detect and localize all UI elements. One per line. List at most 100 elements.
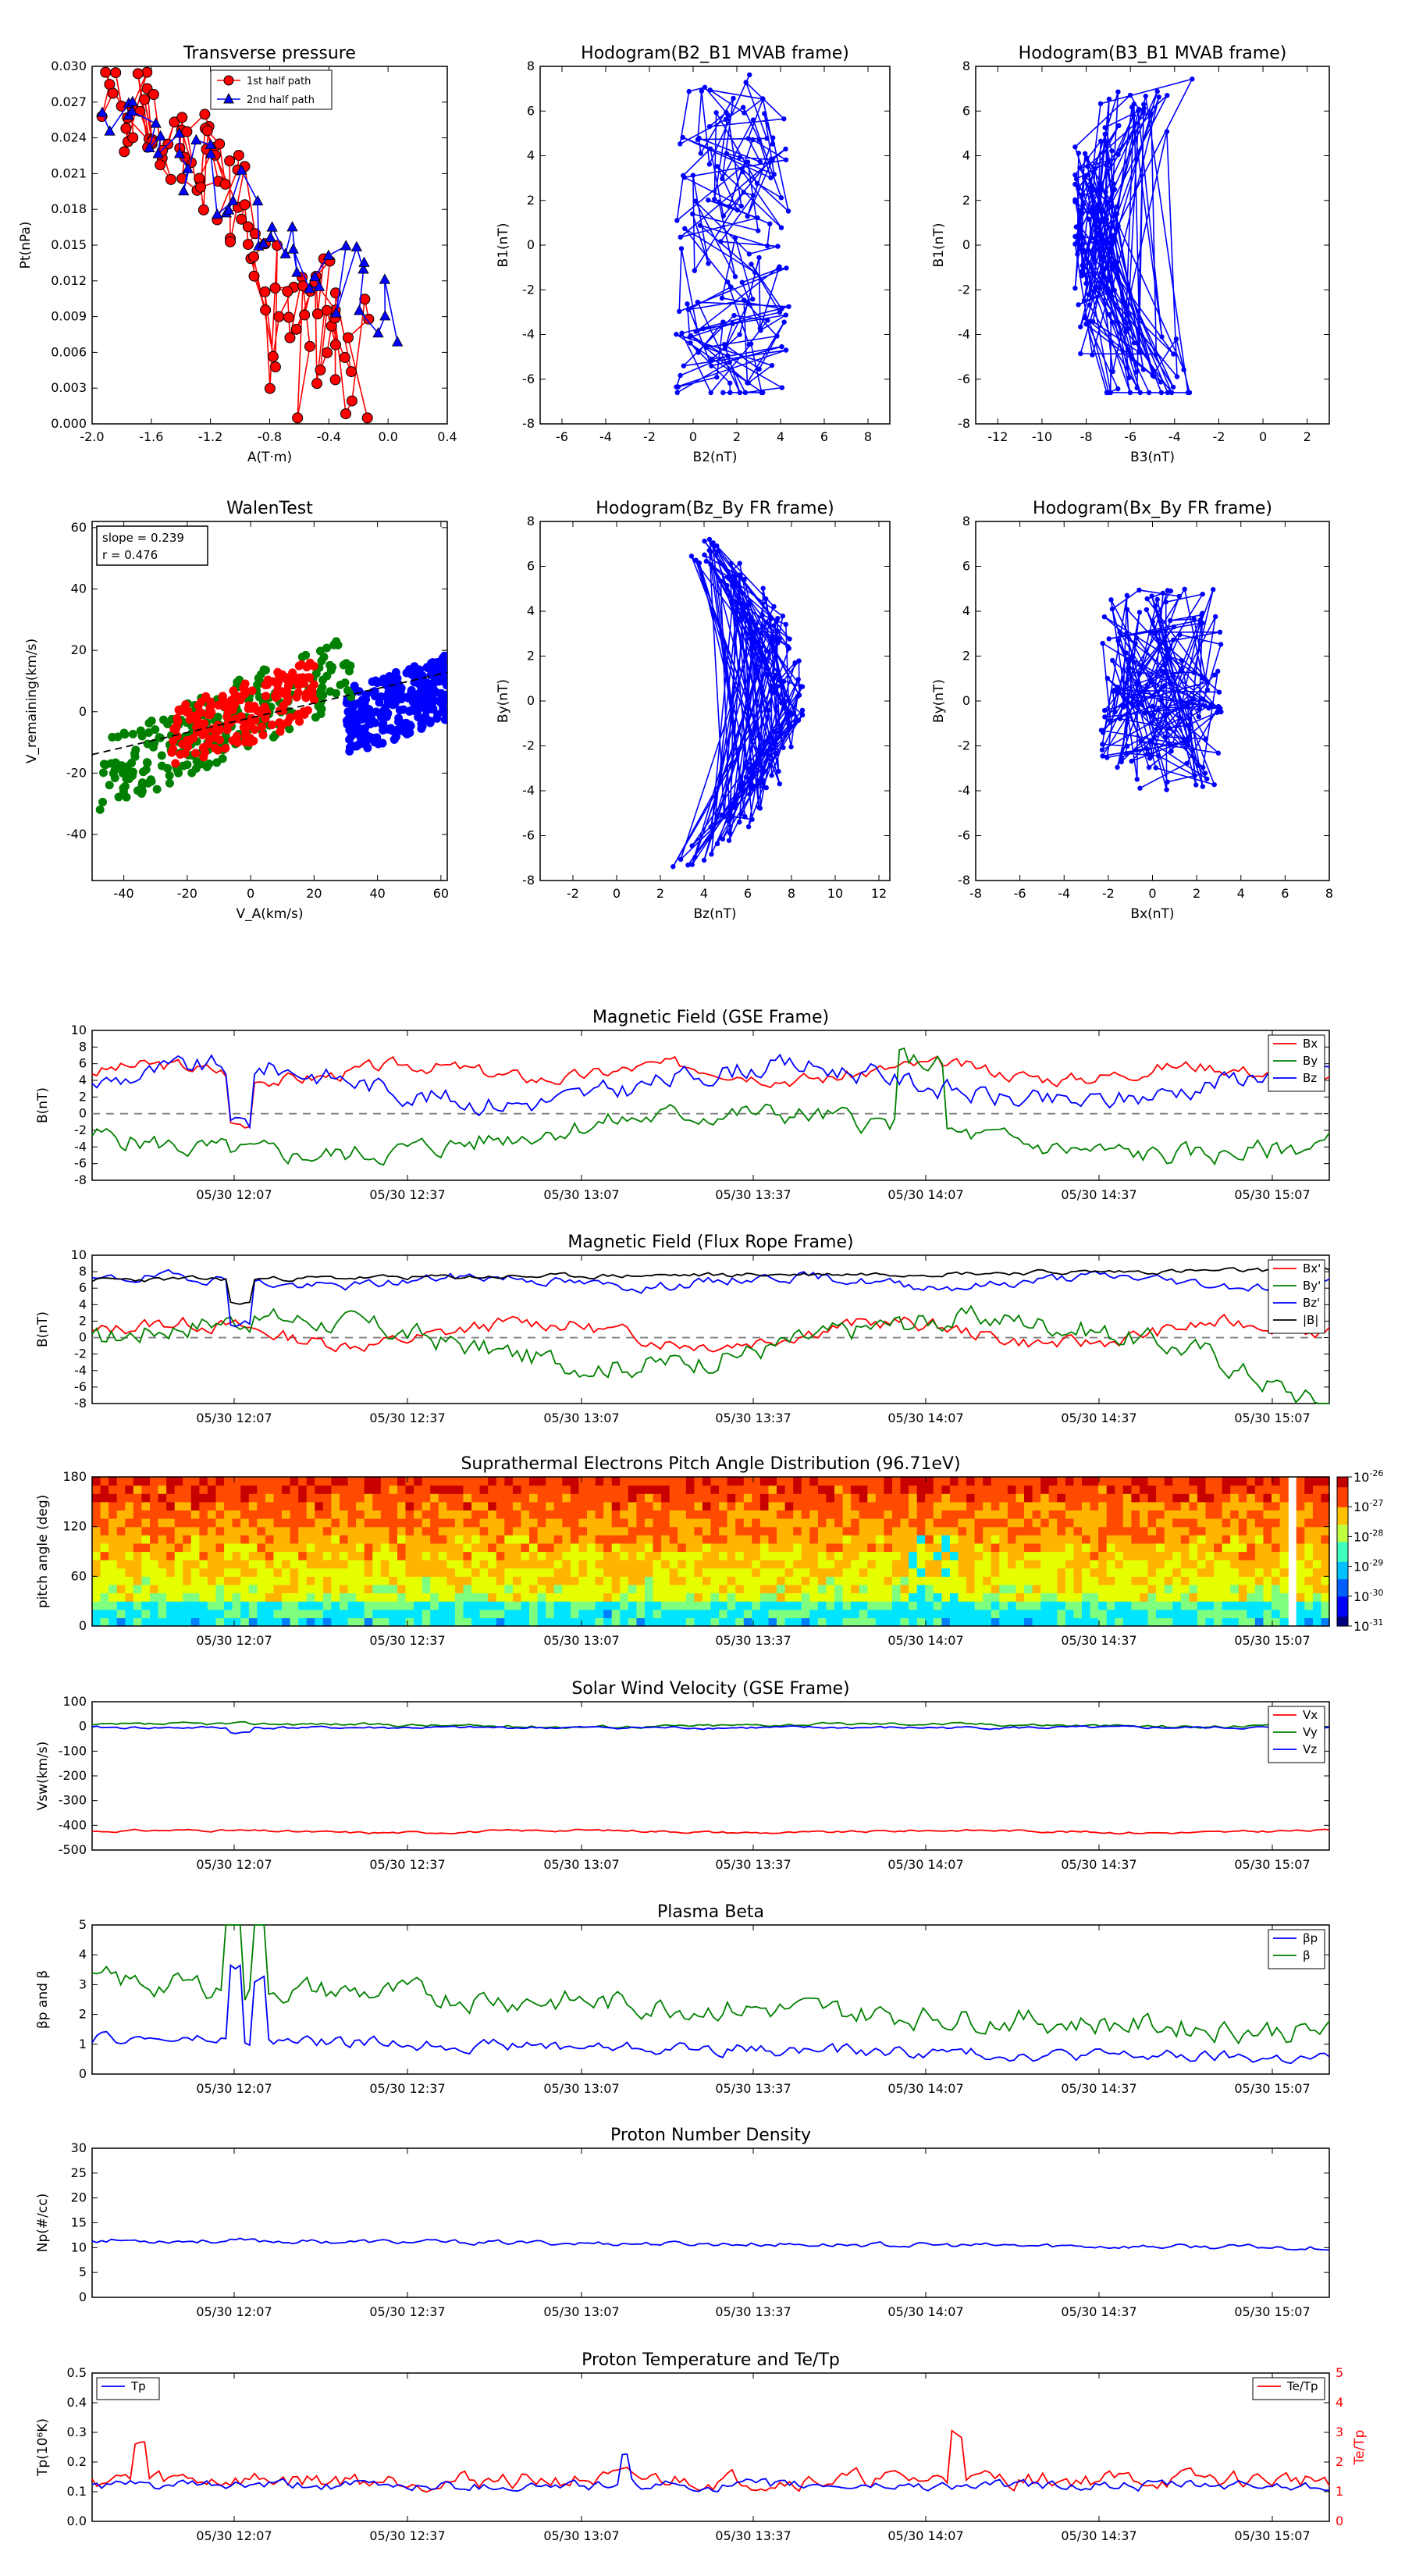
heatmap-cell: [454, 1485, 464, 1494]
hodogram-point: [739, 279, 745, 285]
point-2nd-half: [313, 280, 325, 291]
y-tick-label: 0.000: [51, 416, 87, 431]
heatmap-cell: [488, 1560, 497, 1569]
heatmap-cell: [842, 1601, 852, 1610]
heatmap-cell: [1304, 1601, 1314, 1610]
heatmap-cell: [215, 1560, 225, 1569]
heatmap-cell: [875, 1601, 884, 1610]
heatmap-cell: [1312, 1542, 1322, 1553]
walen-point: [361, 738, 370, 748]
heatmap-cell: [1090, 1477, 1099, 1486]
point-2nd-half: [96, 106, 108, 117]
y-tick-label: -8: [522, 416, 535, 431]
heatmap-cell: [1247, 1576, 1256, 1585]
heatmap-cell: [1263, 1485, 1272, 1494]
heatmap-cell: [1016, 1510, 1025, 1519]
heatmap-cell: [925, 1518, 934, 1528]
heatmap-cell: [1016, 1601, 1025, 1610]
heatmap-cell: [224, 1617, 233, 1627]
hodogram-point: [1087, 302, 1092, 308]
x-tick-label: 05/30 12:07: [196, 1857, 272, 1872]
heatmap-cell: [405, 1551, 414, 1560]
heatmap-cell: [257, 1493, 266, 1503]
x-tick-label: 05/30 12:07: [196, 2304, 272, 2319]
y-tick-label: -2: [522, 282, 535, 297]
heatmap-cell: [916, 1510, 926, 1519]
heatmap-cell: [620, 1617, 629, 1627]
heatmap-cell: [92, 1601, 101, 1610]
heatmap-cell: [1073, 1477, 1083, 1486]
heatmap-cell: [1048, 1617, 1058, 1627]
heatmap-cell: [265, 1535, 275, 1544]
heatmap-cell: [653, 1526, 662, 1535]
y2-tick-label: 3: [1336, 2425, 1343, 2439]
heatmap-cell: [562, 1617, 571, 1627]
heatmap-cell: [925, 1560, 934, 1569]
heatmap-cell: [1205, 1518, 1215, 1528]
heatmap-cell: [859, 1493, 868, 1503]
heatmap-cell: [636, 1542, 646, 1553]
heatmap-cell: [92, 1617, 101, 1627]
y-tick-label: 0.4: [67, 2395, 87, 2410]
heatmap-cell: [595, 1510, 604, 1519]
heatmap-cell: [685, 1501, 695, 1510]
hodogram-point: [1072, 181, 1078, 187]
heatmap-cell: [282, 1542, 291, 1553]
heatmap-cell: [743, 1493, 752, 1503]
y-tick-label: 0.0: [67, 2514, 87, 2528]
heatmap-cell: [240, 1493, 250, 1503]
heatmap-cell: [248, 1567, 258, 1577]
heatmap-cell: [306, 1510, 315, 1519]
heatmap-cell: [1189, 1601, 1198, 1610]
heatmap-cell: [636, 1567, 646, 1577]
heatmap-cell: [1321, 1567, 1330, 1577]
heatmap-cell: [587, 1567, 596, 1577]
heatmap-cell: [100, 1584, 109, 1594]
heatmap-cell: [636, 1551, 646, 1560]
hodogram-point: [740, 105, 746, 110]
heatmap-cell: [347, 1485, 357, 1494]
heatmap-cell: [488, 1493, 497, 1503]
heatmap-cell: [685, 1576, 695, 1585]
heatmap-cell: [463, 1493, 472, 1503]
heatmap-cell: [933, 1493, 942, 1503]
heatmap-cell: [603, 1485, 613, 1494]
heatmap-cell: [1304, 1551, 1314, 1560]
heatmap-cell: [801, 1584, 810, 1594]
heatmap-cell: [1222, 1535, 1231, 1544]
hodogram-point: [724, 353, 731, 359]
heatmap-cell: [759, 1535, 770, 1544]
heatmap-cell: [166, 1617, 176, 1627]
heatmap-cell: [133, 1501, 142, 1510]
heatmap-cell: [562, 1560, 571, 1569]
heatmap-cell: [397, 1576, 407, 1585]
hodogram-point: [1108, 718, 1113, 724]
heatmap-cell: [611, 1542, 621, 1553]
heatmap-cell: [949, 1576, 959, 1585]
heatmap-cell: [834, 1477, 844, 1486]
hodogram-point: [739, 601, 745, 607]
heatmap-cell: [504, 1551, 514, 1560]
heatmap-cell: [1073, 1584, 1083, 1594]
heatmap-cell: [553, 1535, 563, 1544]
hodogram-point: [1115, 638, 1121, 643]
heatmap-cell: [694, 1560, 703, 1569]
walen-point: [173, 713, 182, 723]
heatmap-cell: [438, 1592, 447, 1602]
heatmap-cell: [405, 1567, 414, 1577]
walen-point: [294, 661, 304, 671]
heatmap-cell: [405, 1501, 414, 1510]
heatmap-cell: [1147, 1609, 1157, 1618]
hodogram-point: [751, 762, 756, 767]
heatmap-cell: [999, 1526, 1008, 1535]
heatmap-cell: [397, 1609, 407, 1618]
heatmap-cell: [207, 1535, 217, 1544]
heatmap-cell: [471, 1493, 481, 1503]
heatmap-cell: [1247, 1535, 1256, 1544]
heatmap-cell: [603, 1535, 613, 1544]
heatmap-cell: [884, 1493, 893, 1503]
heatmap-cell: [710, 1510, 720, 1519]
heatmap-cell: [315, 1551, 324, 1560]
heatmap-cell: [826, 1560, 835, 1569]
heatmap-cell: [372, 1501, 382, 1510]
